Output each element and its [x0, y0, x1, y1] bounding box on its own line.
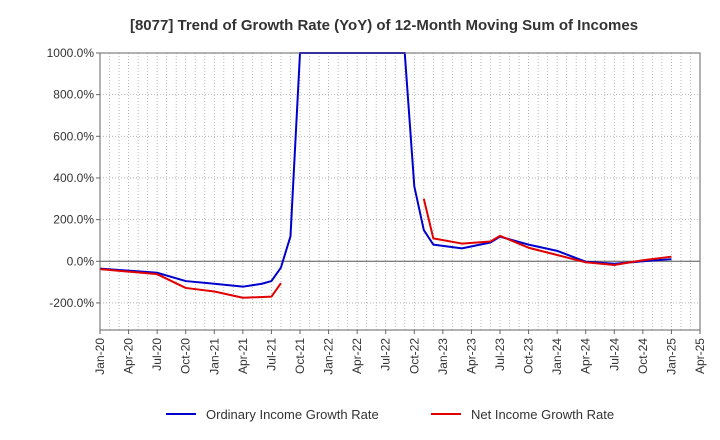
x-tick-label: Jan-20: [93, 338, 107, 375]
series-lines: [99, 52, 672, 299]
x-tick-label: Jul-20: [150, 338, 164, 371]
net-income-growth-rate-line: [99, 268, 282, 299]
x-tick-label: Jul-21: [264, 338, 278, 371]
x-tick-label: Apr-22: [350, 338, 364, 374]
y-tick-label: 400.0%: [53, 171, 94, 185]
ordinary-income-growth-rate-line: [99, 52, 672, 288]
x-axis-ticks: Jan-20 Apr-20 Jul-20 Oct-20 Jan-21 Apr-21 Jul-…: [93, 330, 707, 375]
y-tick-label: 200.0%: [53, 213, 94, 227]
y-tick-label: 0.0%: [67, 254, 95, 268]
x-tick-label: Apr-23: [464, 338, 478, 374]
x-tick-label: Jan-21: [207, 338, 221, 375]
y-tick-label: 600.0%: [53, 129, 94, 143]
legend-label: Net Income Growth Rate: [471, 407, 614, 422]
x-tick-label: Apr-20: [122, 338, 136, 374]
x-tick-label: Oct-24: [636, 338, 650, 374]
x-tick-label: Oct-23: [522, 338, 536, 374]
x-tick-label: Apr-21: [236, 338, 250, 374]
x-tick-label: Apr-24: [579, 338, 593, 374]
x-tick-label: Jul-24: [607, 338, 621, 371]
y-tick-label: -200.0%: [49, 296, 94, 310]
x-tick-label: Oct-21: [293, 338, 307, 374]
x-tick-label: Jan-23: [436, 338, 450, 375]
net-income-growth-rate-line: [422, 198, 672, 267]
legend: Ordinary Income Growth Rate Net Income Gr…: [166, 407, 614, 422]
x-tick-label: Apr-25: [693, 338, 707, 374]
plot-frame: [99, 52, 701, 331]
y-tick-label: 800.0%: [53, 88, 94, 102]
x-tick-label: Oct-22: [407, 338, 421, 374]
y-axis-ticks: 1000.0% 800.0% 600.0% 400.0% 200.0% 0.0% -200.…: [47, 46, 100, 310]
x-tick-label: Jul-23: [493, 338, 507, 371]
x-tick-label: Jan-22: [322, 338, 336, 375]
x-tick-label: Jul-22: [379, 338, 393, 371]
x-tick-label: Oct-20: [179, 338, 193, 374]
y-tick-label: 1000.0%: [47, 46, 95, 60]
grid-lines: [100, 52, 700, 330]
chart-title: [8077] Trend of Growth Rate (YoY) of 12-…: [130, 17, 638, 34]
x-tick-label: Jan-25: [664, 338, 678, 375]
legend-label: Ordinary Income Growth Rate: [206, 407, 379, 422]
x-tick-label: Jan-24: [550, 338, 564, 375]
